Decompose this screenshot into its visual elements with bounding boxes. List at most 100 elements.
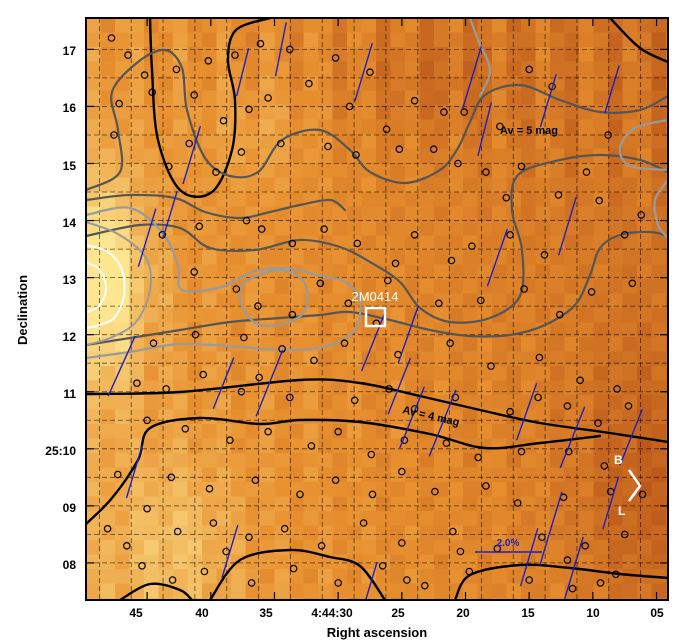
heatmap-cell <box>521 337 537 353</box>
heatmap-cell <box>390 409 406 425</box>
heatmap-cell <box>274 496 290 512</box>
heatmap-cell <box>448 47 464 63</box>
heatmap-cell <box>564 409 580 425</box>
heatmap-cell <box>187 18 203 34</box>
heatmap-cell <box>318 163 334 179</box>
heatmap-cell <box>86 47 102 63</box>
heatmap-cell <box>593 308 609 324</box>
heatmap-cell <box>129 250 145 266</box>
heatmap-cell <box>303 47 319 63</box>
heatmap-cell <box>202 453 218 469</box>
heatmap-cell <box>564 177 580 193</box>
heatmap-cell <box>593 18 609 34</box>
heatmap-cell <box>332 293 348 309</box>
heatmap-cell <box>144 554 160 570</box>
heatmap-cell <box>202 61 218 77</box>
heatmap-cell <box>274 76 290 92</box>
heatmap-cell <box>202 18 218 34</box>
heatmap-cell <box>173 235 189 251</box>
heatmap-cell <box>390 351 406 367</box>
heatmap-cell <box>637 279 653 295</box>
contour-line <box>238 268 309 327</box>
heatmap-cell <box>289 192 305 208</box>
heatmap-cell <box>289 90 305 106</box>
heatmap-cell <box>579 293 595 309</box>
heatmap-cell <box>564 525 580 541</box>
heatmap-cell <box>405 206 421 222</box>
heatmap-cell <box>274 293 290 309</box>
heatmap-cell <box>521 119 537 135</box>
target-marker <box>364 306 387 328</box>
heatmap-cell <box>260 90 276 106</box>
heatmap-cell <box>651 424 667 440</box>
heatmap-cell <box>550 206 566 222</box>
heatmap-cell <box>158 395 174 411</box>
heatmap-cell <box>637 90 653 106</box>
heatmap-cell <box>245 235 261 251</box>
heatmap-cell <box>419 90 435 106</box>
heatmap-cell <box>521 308 537 324</box>
star-marker <box>595 196 604 205</box>
heatmap-cell <box>318 279 334 295</box>
polarization-vector <box>221 524 239 579</box>
heatmap-cell <box>216 148 232 164</box>
heatmap-cell <box>347 569 363 585</box>
star-marker <box>465 567 474 576</box>
heatmap-cell <box>202 177 218 193</box>
heatmap-cell <box>593 583 609 599</box>
heatmap-cell <box>622 47 638 63</box>
heatmap-cell <box>202 293 218 309</box>
heatmap-cell <box>144 496 160 512</box>
heatmap-cell <box>318 18 334 34</box>
heatmap-cell <box>622 540 638 556</box>
heatmap-cell <box>332 279 348 295</box>
heatmap-cell <box>100 453 116 469</box>
heatmap-cell <box>593 467 609 483</box>
heatmap-cell <box>173 540 189 556</box>
heatmap-cell <box>434 467 450 483</box>
heatmap-cell <box>550 76 566 92</box>
star-marker <box>280 524 289 533</box>
heatmap-cell <box>260 250 276 266</box>
heatmap-cell <box>376 583 392 599</box>
heatmap-cell <box>448 293 464 309</box>
heatmap-cell <box>289 279 305 295</box>
heatmap-cell <box>216 467 232 483</box>
heatmap-cell <box>86 525 102 541</box>
heatmap-cell <box>448 366 464 382</box>
heatmap-cell <box>158 250 174 266</box>
heatmap-cell <box>216 192 232 208</box>
heatmap-cell <box>463 511 479 527</box>
heatmap-cell <box>521 47 537 63</box>
heatmap-cell <box>622 380 638 396</box>
heatmap-cell <box>550 482 566 498</box>
heatmap-cell <box>158 90 174 106</box>
polarization-vector <box>477 102 492 157</box>
star-marker <box>285 393 294 402</box>
heatmap-cell <box>260 134 276 150</box>
star-marker <box>254 302 262 310</box>
polarization-vector <box>602 476 620 530</box>
heatmap-cell <box>419 192 435 208</box>
heatmap-cell <box>405 482 421 498</box>
heatmap-cell <box>448 467 464 483</box>
heatmap-cell <box>86 76 102 92</box>
heatmap-cell <box>115 250 131 266</box>
heatmap-cell <box>608 264 624 280</box>
star-marker <box>517 162 526 171</box>
heatmap-cell <box>651 467 667 483</box>
heatmap-cell <box>216 221 232 237</box>
heatmap-cell <box>318 90 334 106</box>
heatmap-cell <box>100 467 116 483</box>
heatmap-cell <box>506 569 522 585</box>
heatmap-cell <box>579 351 595 367</box>
heatmap-cell <box>376 221 392 237</box>
heatmap-cell <box>448 424 464 440</box>
heatmap-cell <box>100 554 116 570</box>
heatmap-cell <box>506 482 522 498</box>
heatmap-cell <box>637 293 653 309</box>
heatmap-cell <box>115 554 131 570</box>
heatmap-cell <box>550 583 566 599</box>
heatmap-cell <box>173 105 189 121</box>
heatmap-cell <box>173 569 189 585</box>
